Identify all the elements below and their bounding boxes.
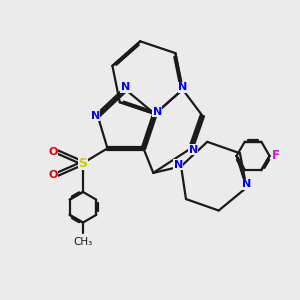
Text: N: N [242, 179, 251, 189]
Text: F: F [272, 149, 280, 162]
Text: N: N [121, 82, 130, 92]
Text: N: N [178, 82, 187, 92]
Text: N: N [91, 111, 100, 121]
Text: S: S [78, 157, 87, 169]
Text: CH₃: CH₃ [73, 237, 93, 247]
Text: O: O [49, 169, 58, 179]
Text: N: N [153, 107, 162, 117]
Text: N: N [189, 145, 198, 155]
Text: O: O [49, 147, 58, 157]
Text: N: N [173, 160, 183, 170]
